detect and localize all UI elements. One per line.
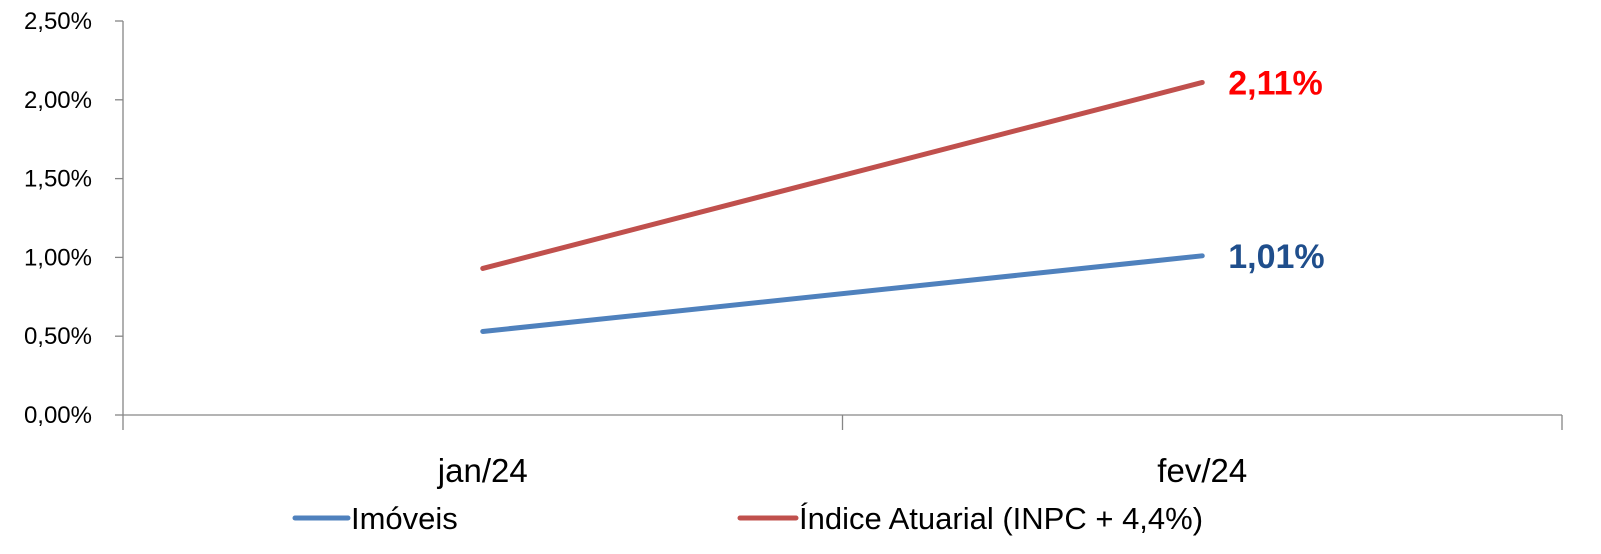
y-tick-label: 0,50% <box>24 323 92 350</box>
y-tick-label: 1,00% <box>24 244 92 271</box>
x-axis: jan/24 fev/24 <box>123 415 1562 489</box>
y-tick-label: 2,00% <box>24 87 92 114</box>
x-tick-label: jan/24 <box>437 452 528 489</box>
y-tick-label: 2,50% <box>24 8 92 35</box>
legend: Imóveis Índice Atuarial (INPC + 4,4%) <box>295 501 1203 536</box>
data-label: 1,01% <box>1228 238 1324 276</box>
series-group <box>483 82 1203 331</box>
data-label: 2,11% <box>1228 64 1323 102</box>
data-labels: 1,01% 2,11% <box>1228 64 1324 275</box>
y-tick-label: 0,00% <box>24 402 92 429</box>
series-line <box>483 82 1203 268</box>
legend-label: Índice Atuarial (INPC + 4,4%) <box>799 501 1203 536</box>
y-axis: 0,00% 0,50% 1,00% 1,50% 2,00% 2,50% <box>24 8 123 429</box>
x-tick-label: fev/24 <box>1157 452 1247 489</box>
legend-label: Imóveis <box>351 501 458 536</box>
legend-item: Índice Atuarial (INPC + 4,4%) <box>740 501 1203 536</box>
y-tick-label: 1,50% <box>24 166 92 193</box>
legend-item: Imóveis <box>295 501 458 536</box>
series-line <box>483 256 1203 332</box>
